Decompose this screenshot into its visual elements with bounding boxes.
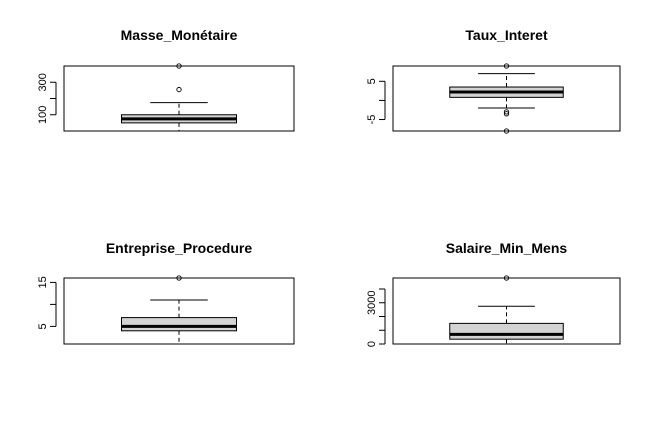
outlier-point [503, 109, 510, 115]
boxplot-panel: Salaire_Min_Mens 0 3000 [366, 240, 621, 347]
outlier-point [503, 128, 510, 134]
panel-title: Salaire_Min_Mens [446, 240, 568, 256]
y-tick-label: 5 [366, 78, 378, 84]
y-tick-label: 100 [37, 106, 49, 124]
y-tick-label: -5 [366, 115, 378, 125]
y-tick-label: 0 [366, 341, 378, 347]
y-tick-label: 300 [37, 73, 49, 91]
y-tick-label: 5 [37, 323, 49, 329]
iqr-box [449, 322, 564, 340]
outlier-point [176, 275, 182, 281]
panel-title: Entreprise_Procedure [106, 240, 252, 256]
panel-title: Masse_Monétaire [121, 27, 238, 43]
boxplot-panel: Masse_Monétaire 100 300 [37, 27, 295, 132]
y-tick-label: 3000 [366, 291, 378, 315]
outlier-point [176, 86, 182, 93]
outlier-point [503, 275, 510, 281]
iqr-box [121, 317, 237, 332]
y-tick-label: 15 [37, 276, 49, 288]
outlier-point [503, 63, 510, 69]
boxplot-panel: Taux_Interet -5 5 [366, 27, 621, 134]
outlier-point [503, 111, 510, 117]
plot-frame [392, 65, 621, 132]
outlier-point [176, 63, 182, 69]
panel-title: Taux_Interet [465, 27, 548, 43]
boxplot-panel: Entreprise_Procedure 5 15 [37, 240, 295, 345]
